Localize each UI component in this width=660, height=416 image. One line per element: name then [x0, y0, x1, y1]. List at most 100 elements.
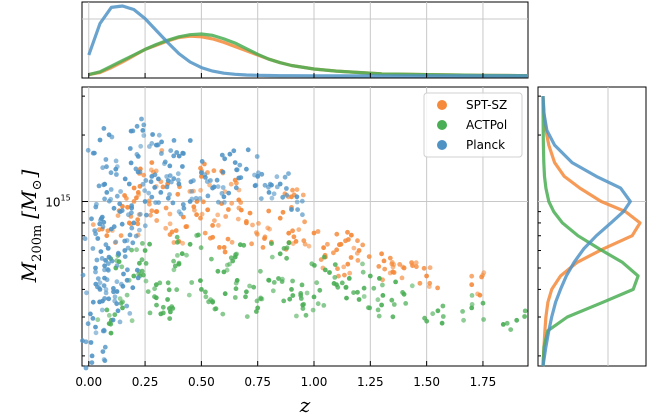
scatter-point-cloud — [331, 250, 336, 256]
scatter-point-cloud — [112, 312, 118, 318]
scatter-point-cloud — [138, 143, 144, 149]
scatter-point-cloud — [376, 264, 382, 269]
scatter-point-cloud — [290, 278, 295, 284]
scatter-point — [165, 297, 171, 302]
scatter-point-cloud — [97, 299, 102, 305]
scatter-point-cloud — [252, 183, 258, 189]
scatter-point-cloud — [250, 222, 255, 228]
scatter-point-cloud — [152, 185, 158, 190]
scatter-point — [111, 289, 116, 295]
scatter-point-cloud — [175, 239, 180, 245]
scatter-point — [90, 299, 96, 305]
scatter-point-cloud — [299, 198, 305, 204]
scatter-point-cloud — [137, 260, 142, 266]
scatter-point-cloud — [102, 181, 108, 187]
scatter-point-cloud — [198, 245, 204, 251]
scatter-point-cloud — [252, 172, 257, 178]
scatter-point-cloud — [144, 212, 149, 218]
scatter-point-cloud — [173, 228, 179, 234]
scatter-point-cloud — [149, 208, 155, 214]
scatter-point-cloud — [171, 153, 177, 159]
scatter-point-cloud — [211, 168, 217, 174]
scatter-point-cloud — [427, 265, 433, 271]
scatter-point-cloud — [146, 190, 152, 196]
scatter-point-cloud — [256, 170, 261, 176]
scatter-point-cloud — [174, 287, 180, 293]
scatter-point-cloud — [341, 264, 347, 270]
scatter-point-cloud — [134, 267, 140, 273]
scatter-point-cloud — [270, 288, 276, 294]
scatter-point-cloud — [121, 271, 126, 277]
scatter-point-cloud — [349, 232, 354, 238]
scatter-point-cloud — [129, 225, 135, 231]
scatter-point-cloud — [102, 196, 107, 202]
scatter-point-cloud — [360, 261, 365, 267]
scatter-point-cloud — [106, 296, 112, 302]
scatter-point-cloud — [380, 282, 385, 288]
scatter-point — [289, 207, 294, 212]
scatter-point-cloud — [389, 297, 395, 303]
scatter-point-cloud — [262, 234, 268, 240]
scatter-point — [131, 273, 137, 279]
scatter-point-cloud — [171, 258, 177, 264]
scatter-point-cloud — [167, 316, 173, 321]
y-tick-label-exponent: 15 — [61, 194, 71, 203]
scatter-point-cloud — [284, 255, 289, 261]
scatter-point-cloud — [302, 241, 308, 247]
scatter-point-cloud — [93, 281, 99, 287]
scatter-point-cloud — [114, 258, 120, 264]
scatter-point-cloud — [299, 282, 305, 288]
scatter-point-cloud — [175, 191, 181, 197]
scatter-point — [322, 267, 328, 273]
scatter-point-cloud — [281, 298, 287, 304]
scatter-point — [93, 265, 98, 271]
scatter-point-cloud — [103, 242, 109, 248]
scatter-point-cloud — [209, 256, 214, 262]
scatter-point-cloud — [254, 231, 260, 237]
scatter-point-cloud — [315, 229, 321, 234]
scatter-point — [345, 261, 351, 267]
scatter-point-cloud — [115, 213, 121, 219]
scatter-point-cloud — [267, 226, 272, 232]
scatter-point-cloud — [332, 262, 338, 267]
scatter-point-cloud — [169, 179, 174, 185]
scatter-point-cloud — [134, 247, 140, 253]
scatter-point-cloud — [192, 207, 197, 213]
scatter-point — [88, 340, 94, 345]
legend-marker — [437, 140, 447, 150]
scatter-point-cloud — [247, 283, 253, 289]
scatter-point-cloud — [117, 201, 123, 207]
scatter-point-cloud — [127, 311, 133, 316]
scatter-point — [104, 190, 110, 195]
scatter-point-cloud — [348, 255, 354, 260]
scatter-point — [221, 194, 227, 200]
x-tick-label: 1.00 — [301, 375, 328, 389]
scatter-point — [140, 127, 146, 133]
scatter-point-cloud — [321, 245, 326, 251]
scatter-point-cloud — [108, 170, 114, 176]
x-tick-label: 1.50 — [413, 375, 440, 389]
scatter-point-cloud — [103, 290, 109, 296]
scatter-point-cloud — [146, 198, 152, 204]
scatter-point-cloud — [214, 177, 220, 183]
scatter-point-cloud — [172, 263, 178, 269]
scatter-point-cloud — [103, 258, 108, 263]
scatter-point-cloud — [274, 184, 280, 190]
scatter-point — [367, 273, 373, 279]
scatter-point-cloud — [176, 209, 182, 215]
scatter-point-cloud — [114, 263, 120, 268]
scatter-point-cloud — [122, 176, 128, 182]
scatter-point-cloud — [117, 296, 123, 301]
scatter-point-cloud — [391, 262, 397, 267]
scatter-point-cloud — [480, 300, 486, 306]
scatter-point-cloud — [89, 216, 94, 222]
scatter-point-cloud — [220, 185, 226, 190]
scatter-point-cloud — [105, 245, 111, 251]
scatter-point-cloud — [104, 164, 109, 170]
scatter-point-cloud — [163, 225, 169, 231]
scatter-point-cloud — [181, 205, 187, 211]
scatter-point-cloud — [97, 221, 103, 227]
scatter-point — [244, 166, 249, 172]
scatter-point-cloud — [234, 167, 240, 173]
scatter-point-cloud — [110, 317, 116, 323]
